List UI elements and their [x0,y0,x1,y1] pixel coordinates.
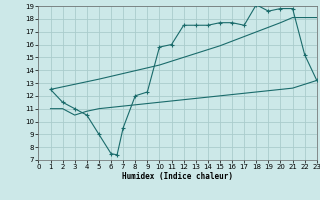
X-axis label: Humidex (Indice chaleur): Humidex (Indice chaleur) [122,172,233,181]
